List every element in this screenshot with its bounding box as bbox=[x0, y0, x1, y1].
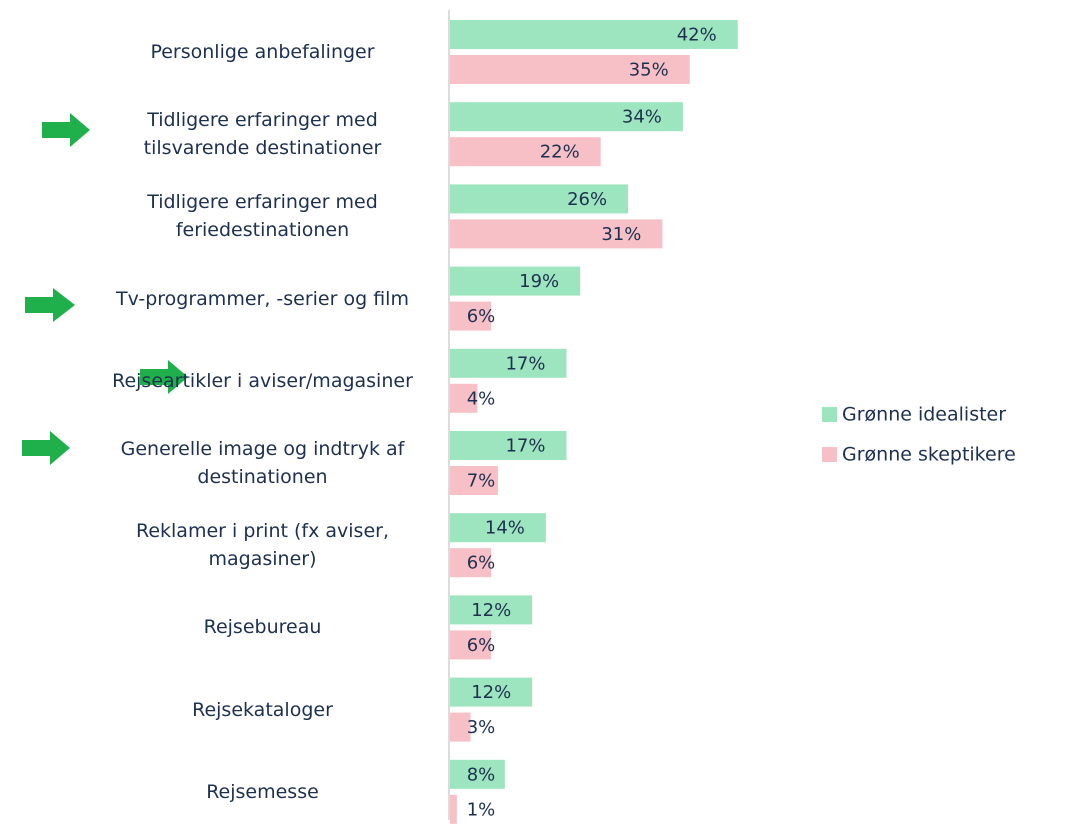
value-label: 6% bbox=[467, 306, 496, 327]
highlight-arrow bbox=[22, 431, 70, 465]
bar bbox=[450, 55, 690, 84]
value-label: 1% bbox=[467, 799, 496, 820]
value-label: 17% bbox=[505, 353, 545, 374]
highlight-arrow bbox=[140, 360, 188, 394]
category-label: Tidligere erfaringer med feriedestinatio… bbox=[147, 191, 378, 242]
category-label: Reklamer i print (fx aviser, magasiner) bbox=[135, 520, 389, 571]
bar bbox=[450, 219, 663, 249]
bar bbox=[450, 759, 505, 789]
bar bbox=[450, 137, 601, 167]
highlight-arrow bbox=[42, 113, 90, 147]
value-label: 34% bbox=[622, 107, 662, 128]
bar bbox=[450, 677, 533, 707]
bar bbox=[450, 431, 567, 460]
bar bbox=[450, 712, 471, 742]
value-label: 6% bbox=[467, 635, 496, 656]
category-label: Rejsekataloger bbox=[192, 698, 333, 721]
category-label: Rejsebureau bbox=[203, 616, 322, 639]
bar bbox=[450, 301, 492, 331]
value-label: 31% bbox=[601, 224, 641, 245]
category-label: Tidligere erfaringer med tilsvarende des… bbox=[143, 109, 382, 160]
highlight-arrow bbox=[25, 288, 75, 322]
value-label: 26% bbox=[567, 189, 607, 210]
bar bbox=[450, 20, 738, 49]
legend-swatch bbox=[822, 447, 837, 462]
value-label: 19% bbox=[519, 271, 559, 292]
bar bbox=[450, 548, 492, 578]
bar bbox=[450, 513, 546, 543]
legend-label: Grønne idealister bbox=[842, 404, 1006, 426]
bar bbox=[450, 348, 567, 378]
bar bbox=[450, 102, 683, 132]
value-label: 12% bbox=[471, 682, 511, 703]
value-label: 17% bbox=[505, 436, 545, 457]
value-label: 7% bbox=[467, 471, 496, 492]
value-label: 4% bbox=[467, 388, 496, 409]
value-label: 3% bbox=[467, 717, 496, 738]
value-label: 6% bbox=[467, 553, 496, 574]
category-label: Generelle image og indtryk af destinatio… bbox=[120, 438, 405, 488]
bar bbox=[450, 184, 629, 214]
legend-label: Grønne skeptikere bbox=[842, 444, 1016, 466]
category-label: Rejsemesse bbox=[206, 780, 319, 803]
value-label: 42% bbox=[677, 25, 717, 46]
legend-swatch bbox=[822, 407, 837, 422]
bar bbox=[450, 466, 498, 495]
value-label: 12% bbox=[471, 600, 511, 621]
category-label: Rejseartikler i aviser/magasiner bbox=[112, 369, 413, 392]
category-label: Tv-programmer, -serier og film bbox=[116, 287, 409, 310]
value-label: 8% bbox=[467, 764, 496, 785]
bar bbox=[450, 630, 492, 660]
bar bbox=[450, 266, 581, 296]
bar bbox=[450, 595, 533, 625]
bar bbox=[450, 794, 457, 824]
value-label: 22% bbox=[540, 142, 580, 163]
value-label: 14% bbox=[485, 518, 525, 539]
value-label: 35% bbox=[629, 60, 669, 81]
bar bbox=[450, 383, 478, 413]
category-label: Personlige anbefalinger bbox=[150, 41, 375, 63]
